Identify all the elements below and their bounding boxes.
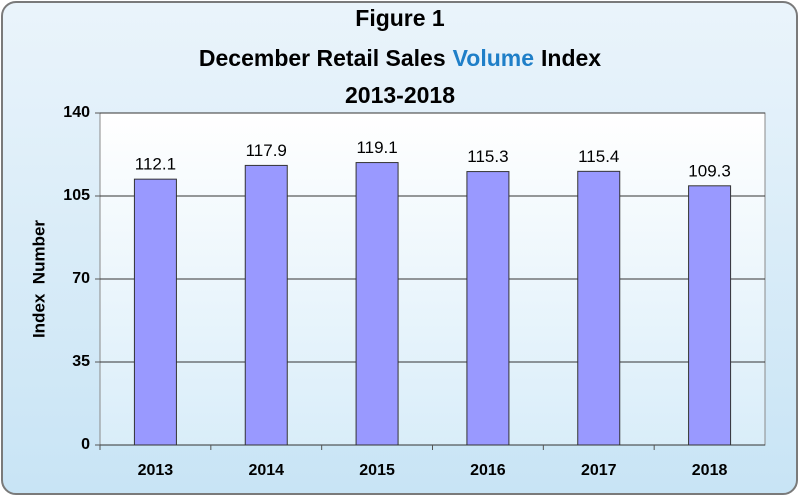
x-tick-label: 2013 bbox=[138, 462, 174, 479]
x-tick-label: 2015 bbox=[359, 462, 395, 479]
chart-subtitle: December Retail Sales Volume Index bbox=[199, 45, 601, 71]
value-label: 117.9 bbox=[246, 141, 287, 160]
y-axis-label: Index Number bbox=[29, 220, 48, 338]
value-label: 112.1 bbox=[135, 155, 176, 174]
x-tick-label: 2017 bbox=[581, 462, 617, 479]
bar bbox=[133, 178, 177, 446]
value-label: 115.4 bbox=[578, 147, 619, 166]
subtitle-part: Volume bbox=[453, 45, 534, 71]
x-tick-label: 2016 bbox=[470, 462, 506, 479]
subtitle-part: Index bbox=[541, 45, 601, 71]
value-label: 119.1 bbox=[356, 138, 397, 157]
bar bbox=[577, 170, 621, 446]
value-label: 109.3 bbox=[688, 161, 731, 180]
value-label: 115.3 bbox=[467, 147, 508, 166]
chart-title: Figure 1 bbox=[355, 5, 445, 31]
y-tick-label: 105 bbox=[63, 187, 90, 204]
bar bbox=[466, 171, 510, 446]
bar bbox=[688, 185, 732, 446]
x-tick-label: 2014 bbox=[248, 462, 284, 479]
bar bbox=[355, 162, 399, 446]
chart-period: 2013-2018 bbox=[345, 82, 455, 108]
subtitle-part: December Retail Sales bbox=[199, 45, 446, 71]
y-tick-label: 35 bbox=[72, 353, 90, 370]
x-tick-label: 2018 bbox=[692, 462, 728, 479]
bar bbox=[244, 164, 288, 446]
y-tick-label: 140 bbox=[63, 104, 90, 121]
y-tick-label: 70 bbox=[72, 270, 90, 287]
y-tick-label: 0 bbox=[81, 436, 90, 453]
